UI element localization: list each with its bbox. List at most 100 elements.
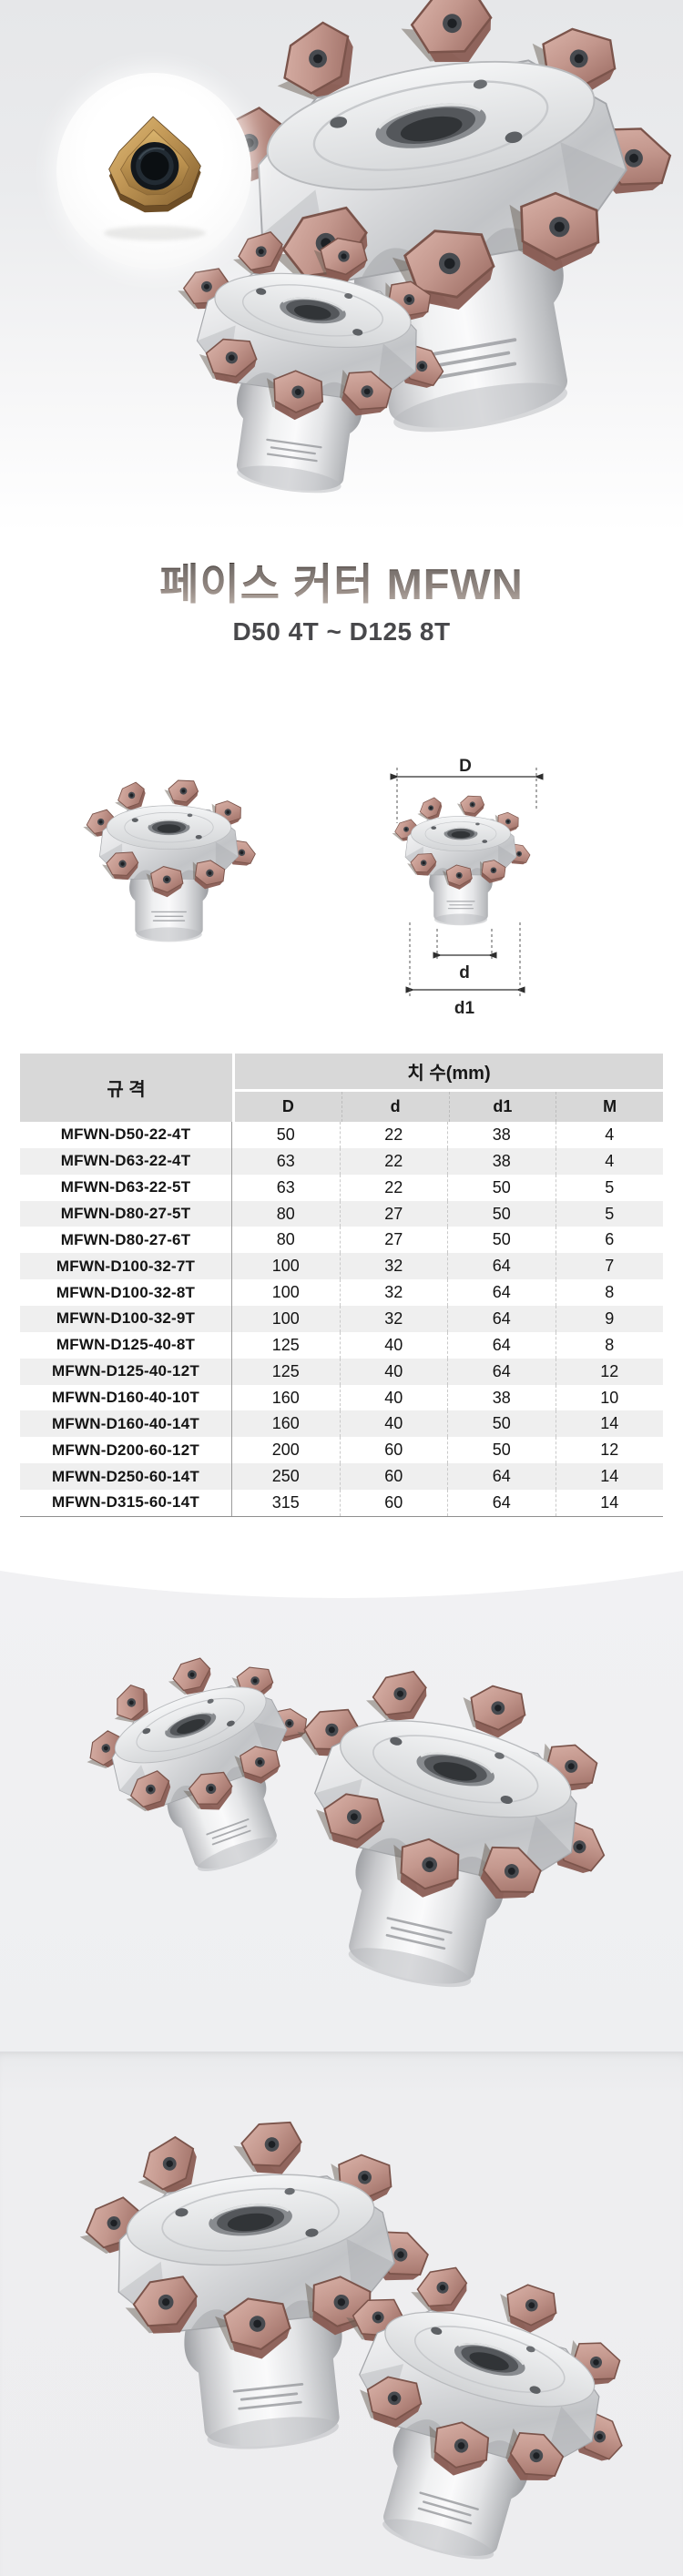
dim-cell-D: 50 — [276, 1125, 295, 1144]
spec-cell: MFWN-D160-40-10T — [20, 1384, 232, 1411]
spec-cell: MFWN-D80-27-6T — [20, 1227, 232, 1254]
table-row: MFWN-D250-60-14T 250 60 64 14 — [20, 1463, 664, 1491]
dim-cell-d1: 50 — [447, 1200, 556, 1227]
dim-cell-D: 63 — [276, 1151, 295, 1170]
dim-cell-d1: 64 — [447, 1463, 556, 1491]
dim-cell-d1: 64 — [447, 1253, 556, 1280]
dim-cell-M: 5 — [555, 1200, 664, 1227]
dim-cell-d1: 64 — [447, 1279, 556, 1307]
insert-badge-circle — [56, 73, 251, 270]
spec-cell: MFWN-D100-32-7T — [20, 1253, 232, 1280]
spec-cell: MFWN-D63-22-5T — [20, 1174, 232, 1201]
gold-carbide-insert-photo — [79, 92, 229, 242]
dim-cell-D: 100 — [271, 1283, 300, 1302]
dim-cell-M: 8 — [555, 1279, 664, 1307]
spec-cell: MFWN-D100-32-9T — [20, 1306, 232, 1332]
table-row: MFWN-D160-40-14T 160 40 50 14 — [20, 1410, 664, 1438]
table-row: MFWN-D80-27-6T 80 27 50 6 — [20, 1227, 664, 1254]
diagram-cutter-left — [80, 776, 258, 965]
dim-cell-D: 125 — [271, 1335, 300, 1354]
spec-cell: MFWN-D125-40-12T — [20, 1358, 232, 1385]
header-spec: 규 격 — [20, 1054, 232, 1122]
dim-cell-d1: 50 — [447, 1437, 556, 1464]
dimension-diagram: D d d1 — [0, 747, 683, 1052]
dim-cell-D: 200 — [271, 1441, 300, 1460]
dim-label-d: d — [459, 963, 470, 983]
dim-cell-D: 80 — [276, 1230, 295, 1249]
dim-cell-D: 63 — [276, 1177, 295, 1196]
dim-cell-d1: 38 — [447, 1147, 556, 1175]
header-col-d1: d1 — [448, 1092, 556, 1122]
dim-cell-M: 5 — [555, 1174, 664, 1201]
table-row: MFWN-D100-32-7T 100 32 64 7 — [20, 1253, 664, 1280]
header-col-d: d — [341, 1092, 449, 1122]
dim-cell-d: 22 — [339, 1174, 448, 1201]
table-row: MFWN-D100-32-8T 100 32 64 8 — [20, 1279, 664, 1307]
dim-cell-M: 14 — [555, 1410, 664, 1438]
header-dims-label: 치 수(mm) — [235, 1054, 663, 1089]
spec-cell: MFWN-D315-60-14T — [20, 1490, 232, 1516]
dim-cell-M: 4 — [555, 1122, 664, 1148]
table-row: MFWN-D100-32-9T 100 32 64 9 — [20, 1306, 663, 1332]
dim-cell-M: 14 — [555, 1490, 664, 1516]
spec-cell: MFWN-D200-60-12T — [20, 1437, 232, 1464]
table-row: MFWN-D160-40-10T 160 40 38 10 — [20, 1384, 664, 1411]
table-row: MFWN-D50-22-4T 50 22 38 4 — [20, 1122, 663, 1148]
dim-cell-d: 40 — [339, 1331, 448, 1359]
table-row: MFWN-D200-60-12T 200 60 50 12 — [20, 1437, 664, 1464]
dim-cell-d1: 38 — [447, 1384, 556, 1411]
dim-cell-M: 10 — [555, 1384, 664, 1411]
dim-cell-d: 32 — [339, 1279, 448, 1307]
header-divider — [235, 1089, 663, 1092]
dim-cell-M: 14 — [555, 1463, 664, 1491]
dim-cell-D: 80 — [276, 1204, 295, 1223]
spec-cell: MFWN-D160-40-14T — [20, 1410, 232, 1438]
dim-cell-D: 160 — [271, 1414, 300, 1433]
curved-divider — [0, 1569, 683, 1598]
dim-cell-M: 9 — [555, 1306, 664, 1332]
dim-cell-d: 22 — [339, 1122, 448, 1148]
table-row: MFWN-D63-22-5T 63 22 50 5 — [20, 1174, 664, 1201]
table-header: 규 격 치 수(mm) D d d1 M — [20, 1054, 663, 1122]
dim-cell-d1: 64 — [447, 1358, 556, 1385]
dim-cell-d: 60 — [339, 1463, 448, 1491]
dim-cell-M: 6 — [555, 1227, 664, 1254]
dim-cell-d: 32 — [339, 1306, 448, 1332]
header-divider — [232, 1054, 235, 1122]
mid-photo-section — [0, 1569, 683, 2052]
dim-cell-d: 27 — [339, 1227, 448, 1254]
title-block: 페이스 커터 MFWN D50 4T ~ D125 8T — [0, 560, 683, 647]
dim-cell-d1: 64 — [447, 1306, 556, 1332]
dim-cell-d: 32 — [339, 1253, 448, 1280]
dim-cell-M: 12 — [555, 1358, 664, 1385]
diagram-cutter-right — [390, 792, 532, 944]
page-title: 페이스 커터 MFWN — [0, 560, 683, 609]
header-dim-columns: D d d1 M — [235, 1092, 663, 1122]
spec-cell: MFWN-D100-32-8T — [20, 1279, 232, 1307]
dim-cell-D: 100 — [271, 1257, 300, 1276]
spec-cell: MFWN-D125-40-8T — [20, 1331, 232, 1359]
header-dims-group: 치 수(mm) D d d1 M — [235, 1054, 663, 1122]
dim-cell-d: 40 — [339, 1410, 448, 1438]
spec-table-body: MFWN-D50-22-4T 50 22 38 4 MFWN-D63-22-4T 63 22 3… — [20, 1122, 663, 1517]
spec-cell: MFWN-D250-60-14T — [20, 1463, 232, 1491]
dim-cell-d1: 64 — [447, 1331, 556, 1359]
dim-cell-M: 8 — [555, 1331, 664, 1359]
dim-cell-d1: 64 — [447, 1490, 556, 1516]
dim-cell-D: 100 — [271, 1308, 300, 1328]
dim-cell-d: 22 — [339, 1147, 448, 1175]
spec-cell: MFWN-D50-22-4T — [20, 1122, 232, 1148]
dim-cell-d1: 50 — [447, 1227, 556, 1254]
dim-cell-M: 12 — [555, 1437, 664, 1464]
table-row: MFWN-D125-40-12T 125 40 64 12 — [20, 1358, 664, 1385]
table-row: MFWN-D315-60-14T 315 60 64 14 — [20, 1490, 663, 1516]
dim-cell-d1: 50 — [447, 1410, 556, 1438]
dim-cell-M: 7 — [555, 1253, 664, 1280]
dim-cell-D: 125 — [271, 1361, 300, 1380]
insert-shadow — [104, 226, 206, 240]
dim-cell-d: 40 — [339, 1358, 448, 1385]
dim-cell-D: 315 — [271, 1492, 300, 1512]
table-row: MFWN-D80-27-5T 80 27 50 5 — [20, 1200, 664, 1227]
page-subtitle: D50 4T ~ D125 8T — [232, 617, 451, 647]
